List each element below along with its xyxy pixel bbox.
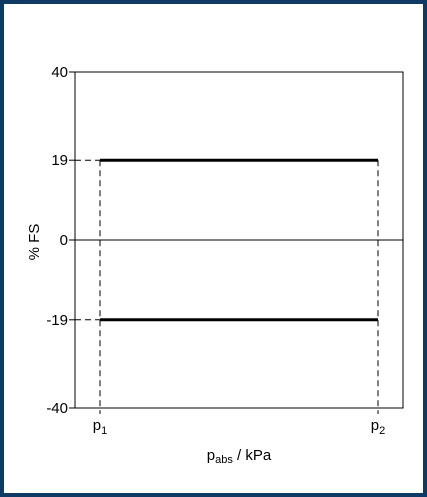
x-axis-label: pabs / kPa: [207, 447, 272, 466]
y-tick-label: 19: [51, 152, 68, 169]
y-tick-label: -40: [46, 400, 68, 417]
x-tick-label: p1: [93, 417, 107, 437]
x-tick-label: p2: [371, 417, 385, 437]
y-axis-label: % FS: [26, 224, 43, 261]
y-tick-label: 0: [60, 232, 68, 249]
y-tick-label: 40: [51, 64, 68, 81]
y-tick-label: -19: [46, 312, 68, 329]
